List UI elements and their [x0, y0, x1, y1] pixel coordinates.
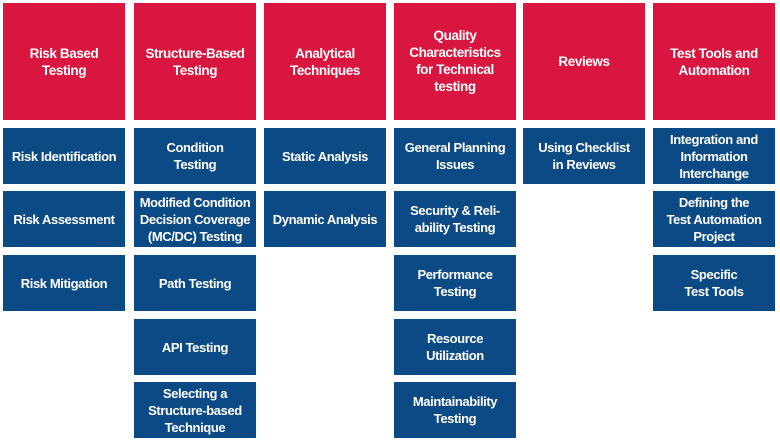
topic-box: Integration and Information Interchange	[653, 128, 775, 184]
category-header: Analytical Techniques	[264, 3, 386, 120]
topic-box: Defining the Test Automation Project	[653, 191, 775, 247]
topic-box: Security & Reli-ability Testing	[394, 191, 516, 247]
topic-box: Selecting a Structure-based Technique	[134, 382, 256, 438]
topic-box: Risk Mitigation	[3, 255, 125, 311]
topic-box: Specific Test Tools	[653, 255, 775, 311]
topic-box: Modified Condition Decision Coverage (MC/D…	[134, 191, 256, 247]
topic-box: Performance Testing	[394, 255, 516, 311]
topic-box: Condition Testing	[134, 128, 256, 184]
category-header: Risk Based Testing	[3, 3, 125, 120]
category-header: Test Tools and Automation	[653, 3, 775, 120]
category-header: Reviews	[523, 3, 645, 120]
topic-box: Dynamic Analysis	[264, 191, 386, 247]
topic-box: Using Checklist in Reviews	[523, 128, 645, 184]
topic-box: Maintainability Testing	[394, 382, 516, 438]
topic-box: General Planning Issues	[394, 128, 516, 184]
topic-box: Risk Identification	[3, 128, 125, 184]
category-header: Quality Characteristics for Technical testi…	[394, 3, 516, 120]
topic-box: Static Analysis	[264, 128, 386, 184]
topic-box: API Testing	[134, 319, 256, 375]
topic-box: Path Testing	[134, 255, 256, 311]
category-header: Structure-Based Testing	[134, 3, 256, 120]
topic-box: Resource Utilization	[394, 319, 516, 375]
topic-box: Risk Assessment	[3, 191, 125, 247]
